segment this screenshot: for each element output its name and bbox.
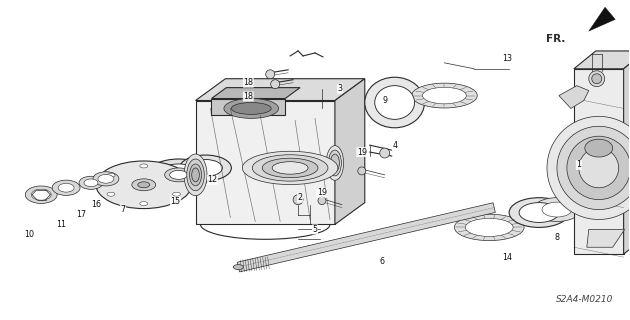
Polygon shape — [335, 79, 365, 224]
Text: 19: 19 — [317, 188, 327, 197]
Text: 19: 19 — [357, 148, 367, 156]
Ellipse shape — [98, 174, 114, 183]
Circle shape — [567, 136, 630, 200]
Ellipse shape — [423, 87, 466, 104]
Text: 5: 5 — [312, 225, 318, 234]
Ellipse shape — [25, 186, 57, 204]
Ellipse shape — [328, 150, 341, 176]
Polygon shape — [238, 203, 495, 272]
Ellipse shape — [542, 202, 572, 217]
Polygon shape — [587, 229, 624, 247]
Text: S2A4-M0210: S2A4-M0210 — [556, 295, 614, 304]
Ellipse shape — [190, 164, 202, 186]
Ellipse shape — [79, 176, 103, 189]
Text: 14: 14 — [502, 253, 512, 262]
Ellipse shape — [157, 164, 200, 186]
Ellipse shape — [169, 171, 188, 179]
Text: 11: 11 — [56, 220, 66, 229]
Ellipse shape — [140, 202, 148, 206]
Ellipse shape — [84, 179, 98, 187]
Text: 7: 7 — [120, 205, 125, 214]
Ellipse shape — [454, 214, 524, 241]
Ellipse shape — [132, 179, 156, 191]
Text: 12: 12 — [207, 175, 217, 184]
Ellipse shape — [365, 77, 425, 128]
Ellipse shape — [231, 102, 271, 114]
Ellipse shape — [330, 154, 340, 172]
Ellipse shape — [93, 172, 119, 186]
Polygon shape — [212, 99, 285, 116]
Ellipse shape — [186, 159, 204, 191]
Circle shape — [557, 126, 630, 210]
Text: 10: 10 — [25, 230, 34, 239]
Ellipse shape — [96, 161, 192, 209]
Text: 9: 9 — [382, 96, 387, 105]
Circle shape — [589, 71, 605, 87]
Circle shape — [592, 74, 602, 84]
Ellipse shape — [509, 198, 569, 228]
Ellipse shape — [32, 189, 51, 200]
Polygon shape — [195, 79, 365, 100]
Polygon shape — [212, 88, 300, 99]
Ellipse shape — [243, 151, 338, 185]
Text: 13: 13 — [502, 54, 512, 63]
Text: 1: 1 — [576, 160, 581, 170]
Text: 15: 15 — [171, 197, 181, 206]
Circle shape — [271, 80, 280, 89]
Ellipse shape — [173, 173, 181, 177]
Polygon shape — [195, 100, 335, 224]
Ellipse shape — [173, 192, 181, 196]
Polygon shape — [559, 86, 589, 108]
Circle shape — [266, 70, 275, 79]
Ellipse shape — [140, 164, 148, 168]
Text: 18: 18 — [243, 92, 253, 101]
Ellipse shape — [184, 154, 207, 196]
Circle shape — [293, 195, 303, 204]
Ellipse shape — [375, 86, 415, 119]
Ellipse shape — [252, 155, 328, 181]
Polygon shape — [574, 69, 624, 254]
Text: 16: 16 — [91, 200, 101, 209]
Ellipse shape — [52, 180, 80, 196]
Ellipse shape — [107, 173, 115, 177]
Ellipse shape — [411, 83, 478, 108]
Ellipse shape — [272, 162, 308, 174]
Circle shape — [358, 167, 366, 175]
Ellipse shape — [192, 168, 199, 182]
Circle shape — [547, 116, 630, 220]
Polygon shape — [589, 7, 616, 31]
Ellipse shape — [164, 168, 193, 182]
Ellipse shape — [180, 155, 231, 181]
Text: 3: 3 — [338, 84, 342, 93]
Circle shape — [579, 148, 619, 188]
Polygon shape — [574, 51, 630, 69]
Text: 8: 8 — [554, 233, 559, 242]
Ellipse shape — [147, 159, 210, 191]
Ellipse shape — [233, 265, 243, 269]
Ellipse shape — [585, 139, 613, 157]
Ellipse shape — [188, 159, 222, 176]
Text: FR.: FR. — [546, 34, 565, 44]
Text: 18: 18 — [243, 78, 253, 87]
Ellipse shape — [58, 183, 74, 192]
Polygon shape — [624, 51, 630, 254]
Text: 6: 6 — [379, 257, 384, 266]
Circle shape — [318, 197, 326, 204]
Text: 17: 17 — [76, 210, 86, 219]
Ellipse shape — [533, 198, 581, 221]
Ellipse shape — [224, 99, 278, 118]
Ellipse shape — [326, 146, 343, 180]
Circle shape — [380, 148, 390, 158]
Ellipse shape — [138, 182, 150, 188]
Text: 4: 4 — [392, 140, 397, 150]
Ellipse shape — [466, 218, 513, 236]
Ellipse shape — [107, 192, 115, 196]
Ellipse shape — [262, 158, 318, 178]
Text: 2: 2 — [297, 193, 302, 202]
Ellipse shape — [519, 203, 559, 222]
